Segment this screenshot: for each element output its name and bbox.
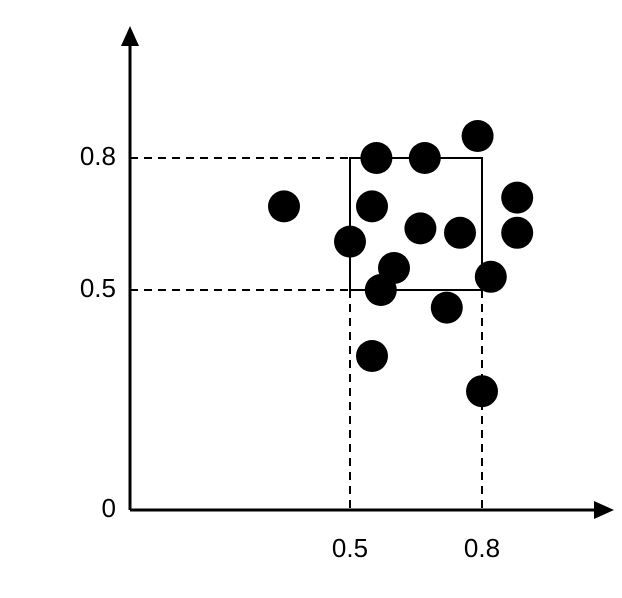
x-tick-label: 0.8 xyxy=(464,533,500,563)
x-tick-label: 0.5 xyxy=(332,533,368,563)
dashed-guides xyxy=(130,158,482,510)
data-point xyxy=(475,261,507,293)
y-tick-label: 0.5 xyxy=(80,273,116,303)
data-point xyxy=(378,252,410,284)
data-point xyxy=(462,120,494,152)
data-point xyxy=(356,190,388,222)
y-axis-arrow-icon xyxy=(121,26,139,46)
axes-group xyxy=(121,26,614,519)
data-point xyxy=(356,340,388,372)
scatter-points xyxy=(268,120,533,407)
scatter-chart-figure: 0 0.5 0.8 0.5 0.8 xyxy=(0,0,622,598)
data-point xyxy=(360,142,392,174)
data-point xyxy=(404,212,436,244)
y-tick-label: 0.8 xyxy=(80,141,116,171)
data-point xyxy=(268,190,300,222)
data-point xyxy=(409,142,441,174)
data-point xyxy=(501,217,533,249)
y-tick-label: 0 xyxy=(102,493,116,523)
data-point xyxy=(501,182,533,214)
data-point xyxy=(444,217,476,249)
x-axis-arrow-icon xyxy=(594,501,614,519)
data-point xyxy=(334,226,366,258)
data-point xyxy=(466,375,498,407)
data-point xyxy=(431,292,463,324)
chart-canvas: 0 0.5 0.8 0.5 0.8 xyxy=(0,0,622,598)
